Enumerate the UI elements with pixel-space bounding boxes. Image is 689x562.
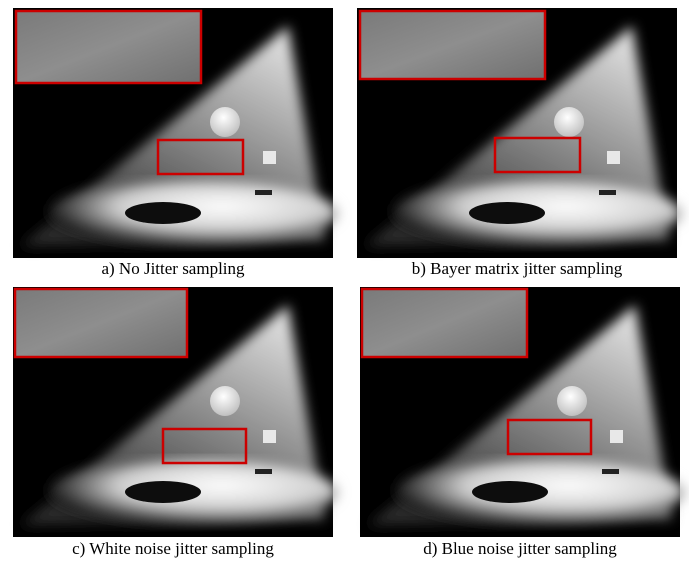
cube-shadow bbox=[255, 190, 272, 195]
cube bbox=[263, 151, 276, 164]
shadow bbox=[472, 481, 548, 503]
render-panel bbox=[13, 287, 338, 537]
caption: d) Blue noise jitter sampling bbox=[423, 539, 617, 558]
zoom-inset bbox=[15, 289, 187, 357]
caption: c) White noise jitter sampling bbox=[72, 539, 274, 558]
sphere bbox=[557, 386, 587, 416]
cube bbox=[607, 151, 620, 164]
zoom-inset bbox=[16, 11, 201, 83]
caption: a) No Jitter sampling bbox=[101, 259, 245, 278]
figure: a) No Jitter sampling b) Bayer matrix jit… bbox=[0, 0, 689, 562]
render-panel bbox=[13, 8, 338, 258]
cube-shadow bbox=[599, 190, 616, 195]
shadow bbox=[125, 202, 201, 224]
cube bbox=[263, 430, 276, 443]
cube-shadow bbox=[602, 469, 619, 474]
cube bbox=[610, 430, 623, 443]
shadow bbox=[469, 202, 545, 224]
caption: b) Bayer matrix jitter sampling bbox=[412, 259, 623, 278]
sphere bbox=[554, 107, 584, 137]
zoom-inset bbox=[360, 11, 545, 79]
zoom-inset bbox=[362, 289, 527, 357]
render-panel bbox=[357, 8, 682, 258]
sphere bbox=[210, 386, 240, 416]
cube-shadow bbox=[255, 469, 272, 474]
panels: a) No Jitter sampling b) Bayer matrix jit… bbox=[13, 8, 685, 558]
render-panel bbox=[360, 287, 685, 537]
sphere bbox=[210, 107, 240, 137]
shadow bbox=[125, 481, 201, 503]
